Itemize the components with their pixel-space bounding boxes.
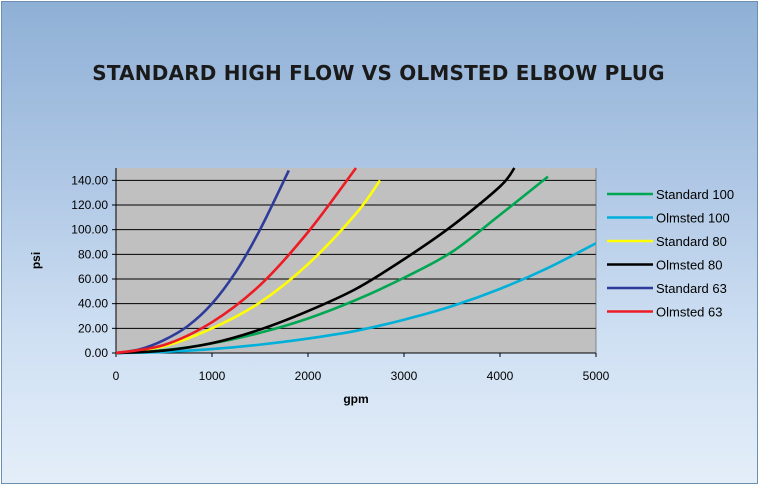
y-tick-label: 40.00: [78, 297, 108, 311]
x-axis-label: gpm: [343, 392, 368, 406]
y-tick-label: 120.00: [71, 198, 108, 212]
x-tick-label: 3000: [391, 369, 418, 383]
legend-label-standard-63: Standard 63: [656, 281, 727, 296]
y-tick-label: 20.00: [78, 321, 108, 335]
legend-label-standard-100: Standard 100: [656, 187, 734, 202]
y-tick-label: 140.00: [71, 173, 108, 187]
y-tick-label: 0.00: [85, 346, 109, 360]
axes: [112, 168, 597, 357]
series-lines: [116, 167, 596, 355]
series-line-olmsted-80: [116, 167, 516, 355]
series-line-olmsted-63: [116, 167, 358, 355]
legend-label-olmsted-63: Olmsted 63: [656, 305, 722, 320]
legend-label-olmsted-100: Olmsted 100: [656, 211, 730, 226]
gridlines: [116, 179, 596, 329]
tick-labels: 0.00 20.00 40.00 60.00 80.00 100.00 120.00 140.…: [71, 173, 609, 383]
series-line-olmsted-100: [116, 242, 596, 355]
x-tick-label: 0: [113, 369, 120, 383]
y-tick-label: 80.00: [78, 247, 108, 261]
x-tick-label: 5000: [583, 369, 610, 383]
legend-label-olmsted-80: Olmsted 80: [656, 258, 722, 273]
y-tick-label: 100.00: [71, 223, 108, 237]
x-tick-label: 1000: [199, 369, 226, 383]
y-tick-label: 60.00: [78, 272, 108, 286]
x-tick-label: 2000: [295, 369, 322, 383]
legend-label-standard-80: Standard 80: [656, 234, 727, 249]
chart-title: STANDARD HIGH FLOW VS OLMSTED ELBOW PLUG: [92, 61, 665, 85]
y-axis-label: psi: [29, 252, 43, 269]
x-tick-label: 4000: [487, 369, 514, 383]
plot-area: [116, 168, 596, 353]
legend: Standard 100 Olmsted 100 Standard 80 Olmste…: [607, 187, 734, 320]
